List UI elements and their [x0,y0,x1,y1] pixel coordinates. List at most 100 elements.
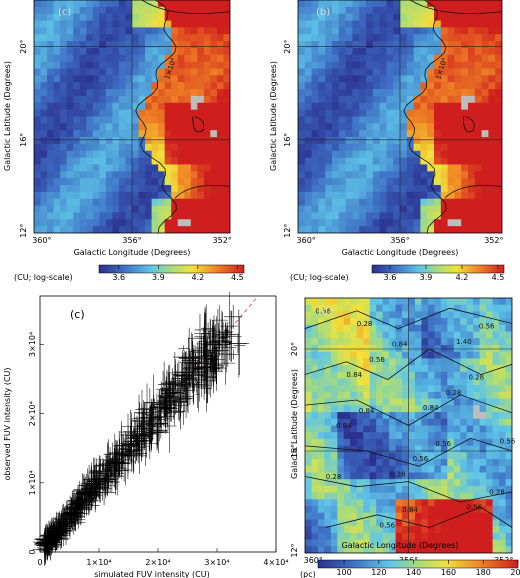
heatmap-cell [304,6,312,15]
heatmap-cell [402,391,409,400]
heatmap-cell [372,130,380,138]
heatmap-cell [318,171,326,179]
heatmap-cell [203,89,211,97]
heatmap-cell [460,459,468,467]
contour-label: 0.28 [489,488,505,496]
heatmap-cell [421,492,429,500]
heatmap-cell [343,331,351,339]
heatmap-cell [447,191,455,200]
heatmap-b-x-ticks: 360° 356° 352° [297,236,504,245]
heatmap-cell [203,185,211,193]
heatmap-cell [132,164,139,172]
heatmap-cell [203,6,211,15]
heatmap-cell [99,6,107,15]
heatmap-cell [479,418,487,426]
heatmap-cell [210,41,218,49]
heatmap-cell [366,0,374,8]
heatmap-cell [60,137,68,145]
heatmap-cell [474,150,482,159]
heatmap-cell [434,351,442,359]
heatmap-cell [389,465,396,473]
heatmap-cell [132,205,139,213]
heatmap-cell [305,311,312,319]
heatmap-cell [366,89,374,97]
heatmap-cell [440,185,448,193]
heatmap-cell [474,130,482,138]
heatmap-cell [190,68,198,76]
contour-label: 0.28 [326,473,342,481]
heatmap-cell [376,532,384,540]
heatmap-cell [434,385,442,393]
heatmap-cell [414,418,422,426]
heatmap-cell [105,150,113,159]
heatmap-cell [356,445,364,453]
heatmap-cell [440,89,448,97]
heatmap-cell [486,526,493,534]
heatmap-cell [369,499,377,507]
heatmap-cell [447,226,455,233]
colorbar-b-gradient [371,264,505,274]
heatmap-cell [402,385,409,393]
heatmap-cell [34,205,41,213]
heatmap-cell [318,164,326,172]
heatmap-cell [427,405,435,413]
heatmap-cell [105,178,113,186]
heatmap-cell [197,137,205,145]
heatmap-cell [447,198,455,206]
heatmap-cell [138,109,146,117]
heatmap-cell [468,6,476,15]
heatmap-cell [305,398,312,406]
heatmap-cell [402,532,409,540]
heatmap-cell [350,472,358,480]
heatmap-cell [473,512,481,520]
heatmap-cell [473,351,481,359]
heatmap-cell [330,519,338,527]
heatmap-cell [343,318,351,326]
heatmap-cell [363,499,371,507]
heatmap-cell [92,82,100,90]
heatmap-cell [352,185,360,193]
heatmap-cell [389,546,396,553]
colorbar-b-label: (CU; log-scale) [290,273,349,282]
heatmap-cell [332,20,340,28]
heatmap-cell [461,95,469,104]
heatmap-cell [105,13,113,21]
heatmap-cell [216,82,224,90]
heatmap-cell [492,358,500,366]
heatmap-cell [311,338,319,346]
heatmap-cell [434,95,442,104]
heatmap-cell [112,102,120,111]
heatmap-cell [99,95,107,104]
heatmap-cell [132,226,139,233]
heatmap-cell [460,512,468,520]
heatmap-cell [369,418,377,426]
heatmap-cell [145,61,152,69]
heatmap-cell [105,116,113,124]
heatmap-cell [66,82,74,90]
heatmap-cell [311,123,319,131]
heatmap-cell [440,425,448,433]
heatmap-cell [79,123,87,131]
heatmap-cell [305,344,312,353]
heatmap-cell [34,226,41,233]
heatmap-cell [190,41,198,49]
heatmap-cell [317,405,325,413]
heatmap-cell [60,212,68,220]
heatmap-cell [343,512,351,520]
heatmap-cell [298,226,306,233]
heatmap-cell [318,75,326,83]
heatmap-cell [40,150,48,159]
heatmap-cell [447,472,455,480]
heatmap-cell [151,102,159,111]
heatmap-cell [466,485,474,493]
heatmap-cell [216,68,224,76]
heatmap-cell [311,116,319,124]
heatmap-cell [366,75,374,83]
heatmap-cell [332,157,340,165]
heatmap-cell [363,338,371,346]
heatmap-cell [468,61,476,69]
heatmap-cell [112,82,120,90]
heatmap-cell [468,219,476,227]
heatmap-cell [86,178,94,186]
heatmap-cell [112,27,120,35]
